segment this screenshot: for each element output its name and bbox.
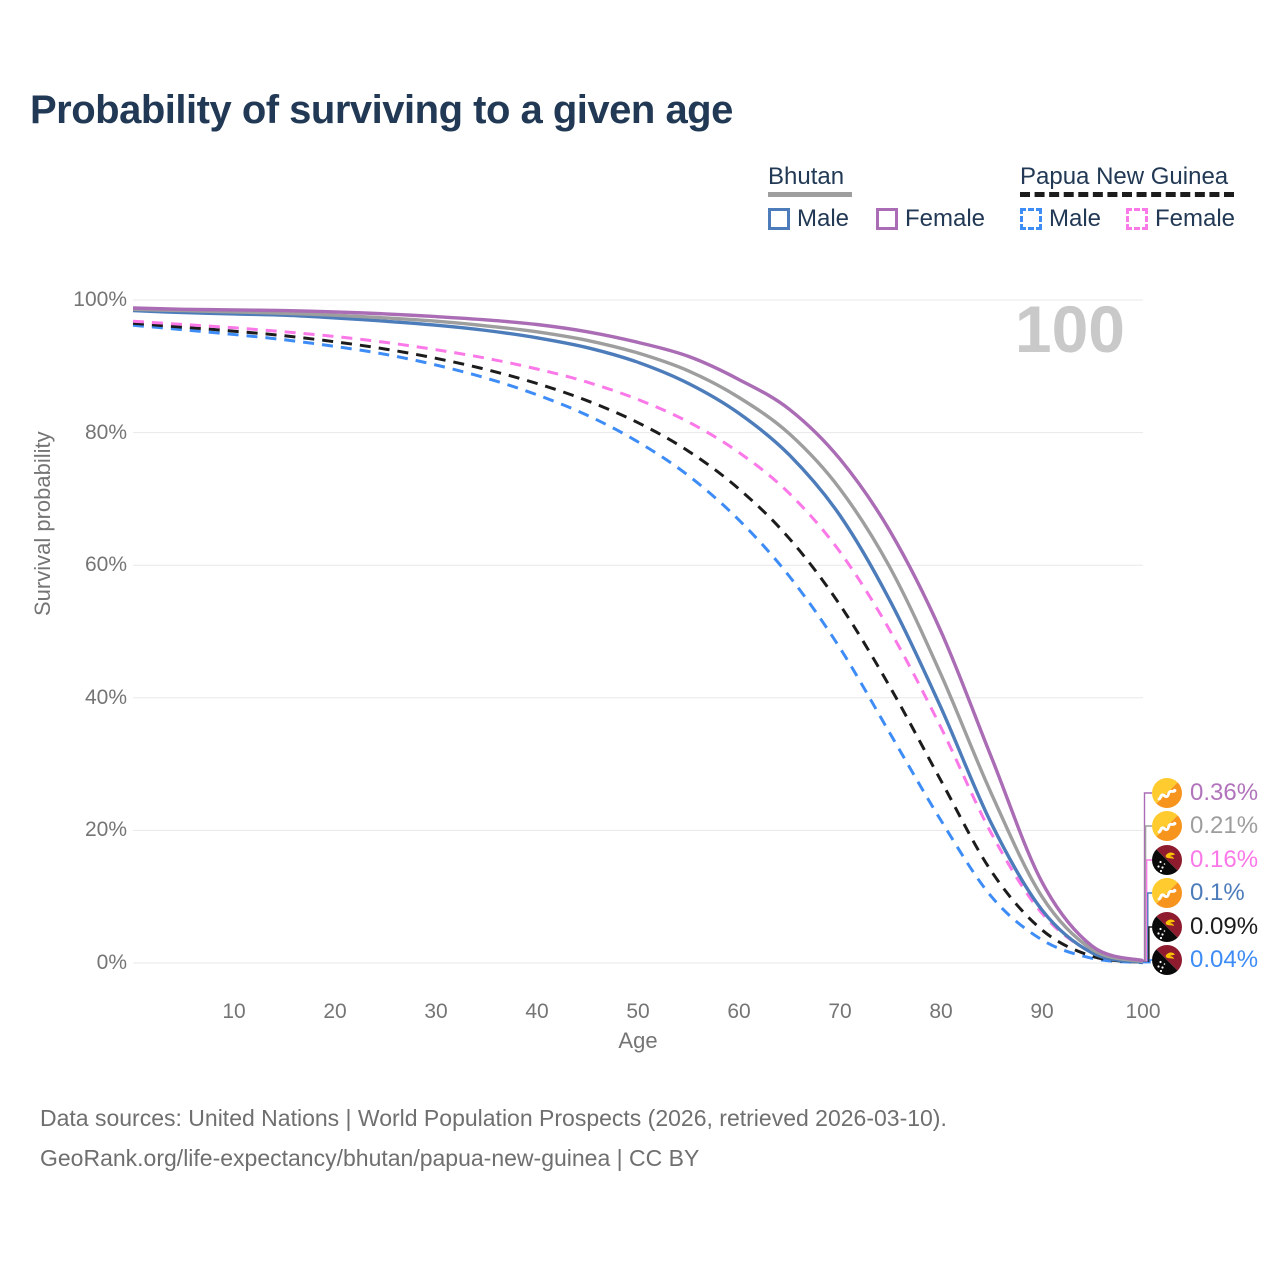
end-label-value: 0.16%	[1190, 846, 1259, 873]
legend-item-bhutan-male[interactable]: Male	[768, 205, 849, 233]
end-label-value: 0.1%	[1190, 879, 1245, 906]
legend-item-png-female[interactable]: Female	[1126, 205, 1235, 233]
x-tick-label: 100	[1125, 1000, 1161, 1023]
y-tick-label: 0%	[96, 951, 127, 974]
legend-item-label: Male	[797, 205, 850, 232]
age-watermark: 100	[1014, 292, 1125, 366]
chart-title: Probability of surviving to a given age	[30, 88, 733, 132]
png-male-swatch-icon	[1020, 208, 1042, 230]
x-tick-label: 30	[424, 1000, 448, 1023]
x-tick-label: 20	[323, 1000, 347, 1023]
y-tick-label: 60%	[84, 553, 127, 577]
end-label-connector	[1143, 959, 1152, 964]
end-label-value: 0.09%	[1190, 913, 1259, 940]
legend-item-label: Female	[1155, 205, 1236, 232]
legend-item-label: Male	[1049, 205, 1102, 232]
legend-item-bhutan-female[interactable]: Female	[876, 205, 985, 233]
x-tick-label: 10	[222, 1000, 246, 1023]
end-label-papua-new-guinea: 0.09%	[1152, 911, 1258, 943]
end-label-value: 0.04%	[1190, 946, 1259, 973]
end-label-value: 0.21%	[1190, 812, 1259, 839]
y-tick-label: 80%	[84, 420, 127, 444]
bhutan-male-swatch-icon	[768, 208, 790, 230]
x-tick-label: 60	[727, 1000, 751, 1023]
bhutan-female-swatch-icon	[876, 208, 898, 230]
papua-new-guinea-flag-icon	[1152, 945, 1182, 975]
png-female-swatch-icon	[1126, 208, 1148, 230]
end-label-connector	[1143, 792, 1152, 962]
legend-item-label: Female	[905, 205, 986, 232]
papua-new-guinea-flag-icon	[1152, 845, 1182, 875]
bhutan-flag-icon	[1152, 811, 1182, 841]
end-label-bhutan-male: 0.1%	[1152, 877, 1245, 909]
footer: Data sources: United Nations | World Pop…	[40, 1098, 947, 1178]
series-line-bhutan-female	[132, 306, 1144, 963]
end-label-value: 0.36%	[1190, 779, 1259, 806]
footer-sources-line: Data sources: United Nations | World Pop…	[40, 1105, 947, 1131]
legend-group-png-title: Papua New Guinea	[1020, 163, 1229, 190]
legend-item-png-male[interactable]: Male	[1020, 205, 1101, 233]
series-line-papua-new-guinea	[132, 321, 1144, 964]
x-tick-label: 90	[1030, 1000, 1054, 1023]
end-label-papua-new-guinea-male: 0.04%	[1152, 944, 1258, 976]
end-label-bhutan-female: 0.36%	[1152, 777, 1258, 809]
y-axis-title: Survival probability	[30, 431, 55, 616]
x-tick-label: 80	[929, 1000, 953, 1023]
y-tick-label: 100%	[73, 288, 127, 311]
series-line-bhutan	[132, 307, 1144, 964]
legend-bhutan-line-sample	[768, 192, 852, 197]
x-axis-title: Age	[618, 1028, 658, 1053]
footer-url-line: GeoRank.org/life-expectancy/bhutan/papua…	[40, 1145, 700, 1171]
legend-png-line-sample	[1020, 192, 1234, 197]
x-tick-label: 70	[828, 1000, 852, 1023]
x-tick-label: 50	[626, 1000, 650, 1023]
end-label-papua-new-guinea-female: 0.16%	[1152, 844, 1258, 876]
x-tick-label: 40	[525, 1000, 549, 1023]
papua-new-guinea-flag-icon	[1152, 912, 1182, 942]
y-tick-label: 40%	[84, 685, 127, 709]
y-tick-label: 20%	[84, 818, 127, 842]
series-line-papua-new-guinea-female	[132, 319, 1144, 964]
bhutan-flag-icon	[1152, 778, 1182, 808]
series-line-papua-new-guinea-male	[132, 323, 1144, 965]
end-label-bhutan: 0.21%	[1152, 810, 1258, 842]
series-line-bhutan-male	[132, 308, 1144, 964]
bhutan-flag-icon	[1152, 878, 1182, 908]
legend-group-bhutan-title: Bhutan	[768, 163, 845, 190]
